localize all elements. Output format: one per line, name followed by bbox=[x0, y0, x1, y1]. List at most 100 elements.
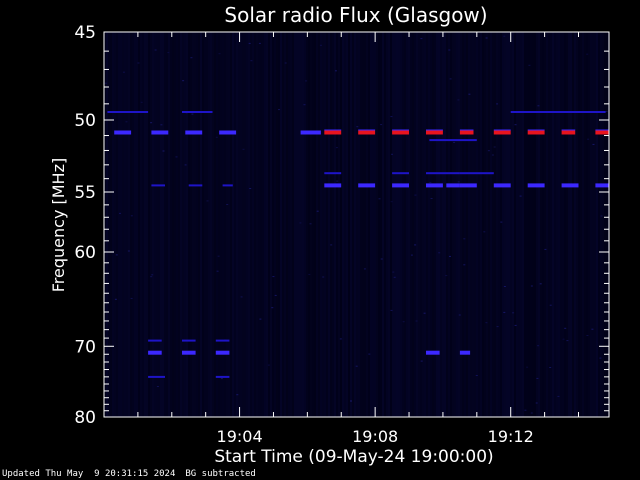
noise-streak bbox=[344, 32, 346, 417]
noise-streak bbox=[382, 32, 384, 417]
noise-streak bbox=[146, 32, 148, 417]
noise-streak bbox=[448, 32, 450, 417]
noise-speck bbox=[600, 215, 603, 217]
noise-speck bbox=[530, 412, 533, 414]
noise-streak bbox=[238, 32, 240, 417]
emission-segment bbox=[429, 139, 477, 142]
bg-subtracted-note: BG subtracted bbox=[185, 469, 256, 479]
noise-speck bbox=[485, 322, 488, 324]
noise-speck bbox=[539, 283, 542, 285]
noise-speck bbox=[182, 80, 185, 82]
emission-segment bbox=[459, 172, 494, 175]
noise-speck bbox=[586, 53, 589, 55]
noise-streak bbox=[318, 32, 320, 417]
noise-streak bbox=[162, 32, 164, 417]
noise-streak bbox=[498, 32, 500, 417]
noise-streak bbox=[210, 32, 212, 417]
noise-streak bbox=[438, 32, 440, 417]
noise-streak bbox=[394, 32, 396, 417]
noise-streak bbox=[520, 32, 522, 417]
emission-segment bbox=[493, 183, 511, 188]
noise-streak bbox=[464, 32, 466, 417]
noise-streak bbox=[530, 32, 532, 417]
noise-speck bbox=[457, 181, 460, 183]
noise-speck bbox=[184, 164, 187, 166]
noise-streak bbox=[202, 32, 204, 417]
noise-streak bbox=[534, 32, 536, 417]
emission-segment bbox=[148, 375, 165, 378]
noise-streak bbox=[556, 32, 558, 417]
noise-speck bbox=[493, 146, 496, 148]
noise-streak bbox=[290, 32, 292, 417]
noise-streak bbox=[192, 32, 194, 417]
noise-speck bbox=[591, 328, 594, 330]
noise-streak bbox=[482, 32, 484, 417]
noise-streak bbox=[328, 32, 330, 417]
noise-streak bbox=[548, 32, 550, 417]
noise-speck bbox=[519, 195, 522, 197]
noise-streak bbox=[348, 32, 350, 417]
emission-segment bbox=[151, 184, 165, 187]
noise-streak bbox=[404, 32, 406, 417]
noise-streak bbox=[412, 32, 414, 417]
noise-speck bbox=[392, 271, 395, 273]
noise-streak bbox=[446, 32, 448, 417]
noise-speck bbox=[390, 116, 393, 118]
noise-streak bbox=[172, 32, 174, 417]
emission-segment bbox=[561, 183, 579, 188]
noise-streak bbox=[248, 32, 250, 417]
emission-segment bbox=[324, 183, 342, 188]
noise-streak bbox=[298, 32, 300, 417]
noise-speck bbox=[319, 44, 322, 46]
noise-streak bbox=[188, 32, 190, 417]
noise-streak bbox=[554, 32, 556, 417]
y-tick-label: 45 bbox=[74, 23, 96, 43]
emission-segment bbox=[595, 183, 609, 188]
noise-speck bbox=[449, 255, 451, 257]
noise-speck bbox=[483, 231, 486, 233]
noise-speck bbox=[535, 402, 538, 404]
emission-segment bbox=[222, 184, 233, 187]
noise-streak bbox=[580, 32, 582, 417]
noise-streak bbox=[544, 32, 546, 417]
noise-streak bbox=[374, 32, 376, 417]
background-noise bbox=[104, 32, 610, 418]
emission-segment bbox=[215, 350, 230, 355]
noise-speck bbox=[242, 148, 245, 150]
noise-streak bbox=[442, 32, 444, 417]
noise-speck bbox=[599, 357, 602, 359]
noise-speck bbox=[449, 78, 452, 80]
noise-streak bbox=[274, 32, 276, 417]
emission-segment bbox=[459, 183, 477, 188]
noise-speck bbox=[267, 364, 270, 366]
noise-streak bbox=[528, 32, 530, 417]
noise-streak bbox=[424, 32, 426, 417]
emission-segment bbox=[595, 130, 609, 135]
noise-streak bbox=[160, 32, 162, 417]
noise-streak bbox=[398, 32, 400, 417]
noise-speck bbox=[368, 353, 371, 355]
emission-segment-edge bbox=[459, 129, 474, 131]
noise-streak bbox=[402, 32, 404, 417]
noise-streak bbox=[176, 32, 178, 417]
y-tick-label: 55 bbox=[74, 183, 96, 203]
noise-speck bbox=[503, 286, 506, 287]
noise-streak bbox=[372, 32, 374, 417]
noise-streak bbox=[460, 32, 462, 417]
noise-streak bbox=[592, 32, 594, 417]
noise-streak bbox=[260, 32, 262, 417]
noise-streak bbox=[168, 32, 170, 417]
noise-streak bbox=[456, 32, 458, 417]
noise-streak bbox=[294, 32, 296, 417]
noise-streak bbox=[436, 32, 438, 417]
noise-speck bbox=[127, 250, 130, 252]
emission-segment bbox=[148, 350, 162, 355]
noise-streak bbox=[522, 32, 524, 417]
noise-streak bbox=[330, 32, 332, 417]
y-axis: 45 50 55 60 70 80 bbox=[74, 23, 609, 428]
noise-streak bbox=[516, 32, 518, 417]
noise-streak bbox=[342, 32, 344, 417]
noise-streak bbox=[270, 32, 272, 417]
noise-speck bbox=[420, 38, 423, 40]
